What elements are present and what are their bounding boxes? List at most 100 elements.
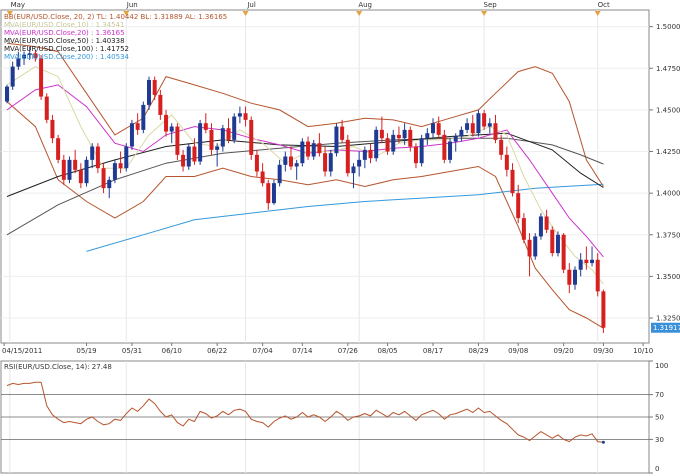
candle xyxy=(357,151,362,177)
x-tick-label: 07/26 xyxy=(338,347,359,355)
candle xyxy=(317,133,322,157)
candle xyxy=(425,128,430,145)
rsi-last-point xyxy=(601,440,605,444)
candle xyxy=(368,143,373,164)
legend-entry: BB(EUR/USD.Close, 20, 2) TL: 1.40442 BL:… xyxy=(4,13,227,21)
candle xyxy=(192,138,197,165)
event-marker-icon xyxy=(356,11,363,16)
candle xyxy=(5,84,9,104)
candle xyxy=(419,134,424,167)
x-tick-label: 05/31 xyxy=(122,347,142,355)
candle xyxy=(300,138,305,167)
candle xyxy=(215,143,220,167)
candle xyxy=(431,118,435,139)
candle xyxy=(459,126,464,142)
event-marker-icon xyxy=(242,11,249,16)
candle xyxy=(601,289,606,334)
x-tick-label: 08/05 xyxy=(377,347,397,355)
candle xyxy=(374,126,379,162)
candle xyxy=(436,116,441,139)
candle xyxy=(90,143,95,169)
candle xyxy=(39,54,44,100)
candle xyxy=(362,146,367,169)
candle xyxy=(555,231,560,257)
candle xyxy=(107,176,112,199)
rsi-y-tick-label: 50 xyxy=(655,414,664,422)
candle xyxy=(487,118,492,134)
x-tick-label: 09/08 xyxy=(508,347,528,355)
month-label: May xyxy=(11,1,25,9)
month-label: Aug xyxy=(358,1,372,9)
rsi-title: RSI(EUR/USD.Close, 14): 27.48 xyxy=(4,363,112,371)
y-tick-label: 1.3500 xyxy=(656,273,680,281)
candle xyxy=(158,89,163,120)
y-tick-label: 1.4500 xyxy=(656,106,680,114)
x-tick-label: 06/22 xyxy=(207,347,227,355)
month-label: Sep xyxy=(484,1,498,9)
candle xyxy=(448,138,453,164)
candle xyxy=(544,209,549,234)
candle xyxy=(78,163,83,189)
candle xyxy=(254,149,259,177)
y-tick-label: 1.4750 xyxy=(656,65,680,73)
candle xyxy=(334,123,339,157)
candle xyxy=(152,76,157,100)
x-tick-label: 10/10 xyxy=(633,347,653,355)
x-tick-label: 08/29 xyxy=(468,347,488,355)
candle xyxy=(232,113,237,144)
candle xyxy=(203,113,208,134)
candle xyxy=(584,246,589,270)
candle xyxy=(590,246,595,267)
candle xyxy=(147,76,151,110)
candle xyxy=(289,146,293,170)
candle xyxy=(311,139,316,160)
candle xyxy=(567,263,572,294)
candle xyxy=(283,151,288,172)
candle xyxy=(101,163,106,194)
legend-entry: MVA(EUR/USD.Close,200) : 1.40534 xyxy=(4,53,130,61)
candle xyxy=(340,119,345,144)
candle xyxy=(351,163,356,189)
candle xyxy=(493,114,498,144)
candle xyxy=(164,109,169,137)
candle xyxy=(328,149,333,177)
candle xyxy=(465,118,470,134)
bb-lower-line xyxy=(6,101,604,329)
candle xyxy=(550,226,555,257)
legend-entry: MVA(EUR/USD.Close,20) : 1.36165 xyxy=(4,29,125,37)
candle xyxy=(56,134,61,164)
candle xyxy=(260,163,265,187)
last-price-badge: 1.31917 xyxy=(651,322,680,333)
y-tick-label: 1.4000 xyxy=(656,190,680,198)
candle xyxy=(61,154,66,185)
candle xyxy=(521,213,526,244)
candle xyxy=(408,126,413,152)
candle xyxy=(391,129,396,155)
mva200-line xyxy=(86,183,604,252)
candle xyxy=(118,151,123,174)
candle xyxy=(379,116,384,144)
candle xyxy=(237,106,242,124)
candle xyxy=(129,119,134,150)
x-tick-label: 07/14 xyxy=(292,347,313,355)
candle xyxy=(95,143,100,174)
y-tick-label: 1.3250 xyxy=(656,315,680,323)
rsi-y-tick-label: 30 xyxy=(655,436,664,444)
candle xyxy=(527,233,532,277)
candle xyxy=(323,146,328,177)
candle xyxy=(198,119,203,165)
month-label: Oct xyxy=(598,1,610,9)
event-marker-icon xyxy=(6,11,13,16)
candle xyxy=(209,123,214,155)
candle xyxy=(50,114,55,144)
candle xyxy=(112,159,117,184)
rsi-y-tick-label: 0 xyxy=(655,465,659,473)
y-tick-label: 1.4250 xyxy=(656,148,680,156)
event-marker-icon xyxy=(594,11,601,16)
candle xyxy=(16,51,21,70)
candle xyxy=(277,159,282,187)
x-tick-label: 09/20 xyxy=(554,347,574,355)
x-tick-label: 07/04 xyxy=(253,347,274,355)
candle xyxy=(402,123,407,145)
candle xyxy=(10,61,15,90)
